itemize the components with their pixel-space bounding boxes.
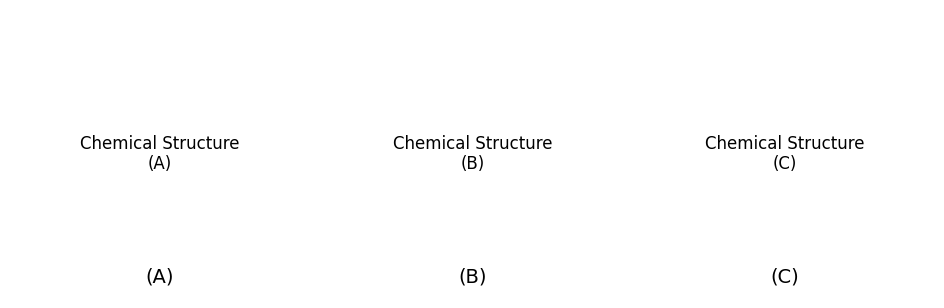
Text: (A): (A) bbox=[145, 267, 174, 286]
Text: Chemical Structure
(C): Chemical Structure (C) bbox=[704, 135, 864, 173]
Text: Chemical Structure
(A): Chemical Structure (A) bbox=[80, 135, 240, 173]
Text: Chemical Structure
(B): Chemical Structure (B) bbox=[393, 135, 551, 173]
Text: (C): (C) bbox=[770, 267, 799, 286]
Text: (B): (B) bbox=[458, 267, 486, 286]
